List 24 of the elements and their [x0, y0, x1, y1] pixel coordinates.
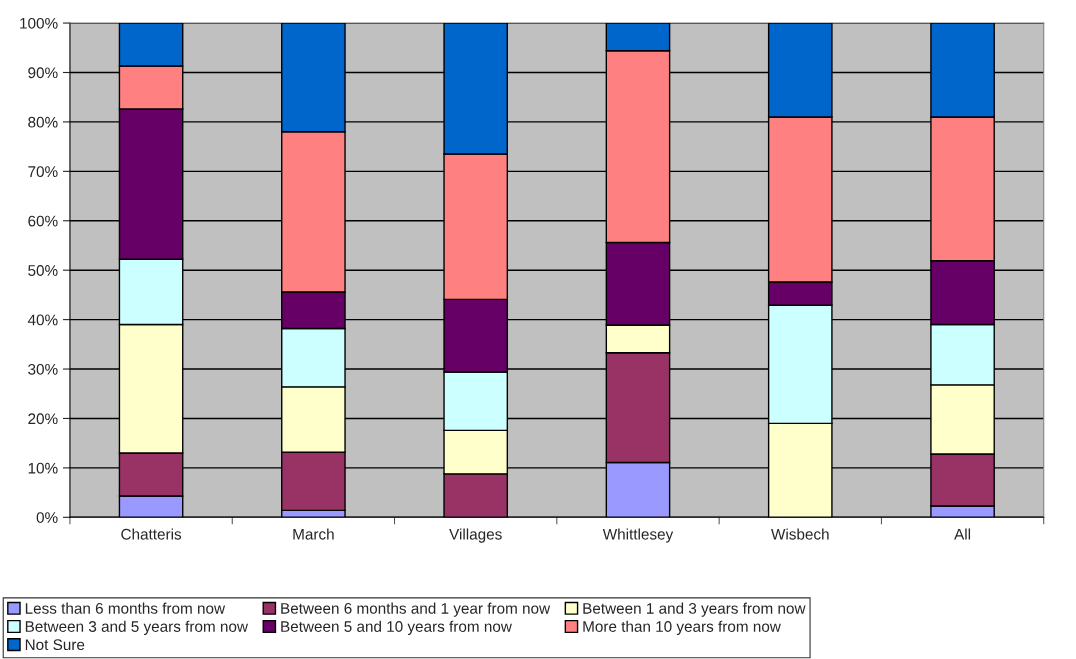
- y-tick-label: 60%: [28, 215, 58, 227]
- legend-label: Between 6 months and 1 year from now: [281, 602, 551, 617]
- legend-label: Between 5 and 10 years from now: [281, 620, 512, 635]
- legend-label: More than 10 years from now: [583, 620, 781, 635]
- y-tick-label: 70%: [28, 166, 58, 178]
- x-tick-label: Chatteris: [121, 528, 182, 540]
- x-tick-label: Wisbech: [771, 528, 829, 540]
- legend-label: Less than 6 months from now: [25, 602, 226, 614]
- y-tick-label: 100%: [20, 17, 58, 29]
- y-tick-label: 90%: [28, 67, 58, 79]
- y-tick-label: 20%: [28, 413, 58, 425]
- y-tick-label: 50%: [28, 265, 58, 276]
- x-tick-label: March: [293, 528, 334, 540]
- y-tick-label: 0%: [36, 512, 58, 523]
- y-tick-label: 80%: [28, 116, 58, 128]
- legend-label: Not Sure: [25, 639, 85, 651]
- x-tick-label: Villages: [449, 528, 502, 543]
- y-tick-label: 40%: [27, 314, 58, 326]
- y-tick-label: 10%: [28, 462, 58, 474]
- x-tick-label: All: [954, 528, 971, 540]
- x-tick-label: Whittlesey: [602, 528, 674, 543]
- legend-label: Between 1 and 3 years from now: [583, 602, 806, 617]
- y-tick-label: 30%: [28, 363, 58, 375]
- legend-label: Between 3 and 5 years from now: [25, 620, 248, 635]
